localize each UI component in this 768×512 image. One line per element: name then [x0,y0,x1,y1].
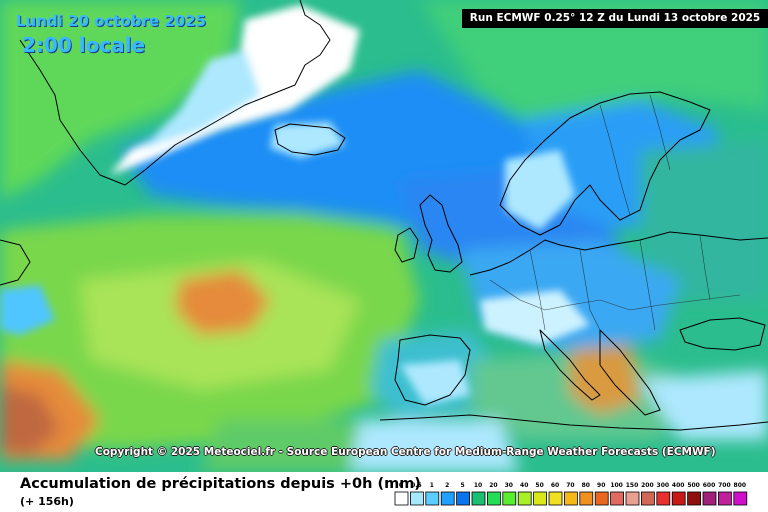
legend-label: 10 [474,482,482,489]
forecast-time: 2:00 locale [22,33,146,57]
map-title: Accumulation de précipitations depuis +0… [20,476,421,492]
legend-label: 200 [641,482,654,489]
norway-light [505,150,575,230]
legend-swatch [471,491,486,506]
border-7 [649,94,671,171]
legend-label: 0.5 [411,482,422,489]
southwest-very-heavy [0,385,60,455]
legend-swatch [656,491,671,506]
legend-swatch [533,491,548,506]
legend-label: 1 [430,482,434,489]
legend-swatch [579,491,594,506]
legend-swatch [425,491,440,506]
legend-swatch [440,491,455,506]
border-1 [489,279,741,311]
legend-label: 400 [672,482,685,489]
labrador-coast [0,239,31,286]
legend-label: 40 [520,482,528,489]
legend-swatch [394,491,409,506]
legend-label: 70 [566,482,574,489]
legend-swatch [625,491,640,506]
precipitation-map [0,0,768,472]
black-sea-coast [679,317,766,351]
legend-label: 0 [399,482,403,489]
legend-label: 600 [703,482,716,489]
forecast-lead-time: (+ 156h) [20,495,74,508]
copyright-notice: Copyright © 2025 Meteociel.fr - Source E… [95,446,716,458]
legend-swatch [687,491,702,506]
legend-swatch [640,491,655,506]
legend-label: 100 [610,482,623,489]
legend-label: 50 [535,482,543,489]
country-borders [489,94,741,331]
model-run-info: Run ECMWF 0.25° 12 Z du Lundi 13 octobre… [462,9,768,28]
ireland-coast [394,227,419,263]
legend-swatch [594,491,609,506]
legend-label: 2 [445,482,449,489]
balkans-heavy [570,345,640,415]
legend-label: 5 [461,482,465,489]
border-6 [599,104,631,216]
border-5 [699,234,711,301]
legend-swatch [548,491,563,506]
border-2 [529,249,546,331]
legend-label: 500 [687,482,700,489]
precipitation-legend: 0 0.5 1 2 5 10 20 30 40 50 60 70 80 90 100 150 200 300 400… [394,482,748,506]
britain-coast [419,194,463,273]
footer-bar: Accumulation de précipitations depuis +0… [0,472,768,512]
iberia-coast [394,334,471,406]
legend-swatch [409,491,424,506]
arctic-green-zone [420,0,768,140]
legend-label: 150 [626,482,639,489]
legend-swatch [456,491,470,506]
southeast-light [640,370,768,440]
legend-label: 700 [718,482,731,489]
legend-label: 800 [734,482,747,489]
legend-swatch [517,491,532,506]
alps-light [480,290,590,345]
africa-coast [379,414,768,431]
legend-swatch [702,491,717,506]
legend-label: 30 [505,482,513,489]
east-europe-zone [640,140,768,300]
legend-swatch [610,491,625,506]
balkans-coast [599,329,661,416]
legend-swatch [487,491,501,506]
legend-swatch [733,491,748,506]
atlantic-light-patch [0,285,55,335]
legend-swatch [717,491,732,506]
iceland-light [270,122,345,158]
greenland-ice-fringe [140,50,260,150]
legend-label: 80 [582,482,590,489]
south-west-green [200,420,360,472]
legend-label: 60 [551,482,559,489]
greenland-green-zone [0,0,240,200]
atlantic-heavy-cell [175,270,270,335]
italy-coast [539,329,601,401]
border-3 [579,249,601,331]
coastlines [0,0,768,431]
legend-swatch [563,491,578,506]
scandinavia-coast [499,91,711,236]
greenland-coast [19,0,331,186]
border-4 [639,239,656,331]
north-africa-light [340,420,520,472]
iberia-light [400,360,470,405]
forecast-date: Lundi 20 octobre 2025 [16,12,207,30]
iceland-coast [274,123,346,156]
legend-label: 90 [597,482,605,489]
legend-label: 20 [489,482,497,489]
legend-label: 300 [657,482,670,489]
legend-swatch [671,491,686,506]
legend-swatch [502,491,517,506]
